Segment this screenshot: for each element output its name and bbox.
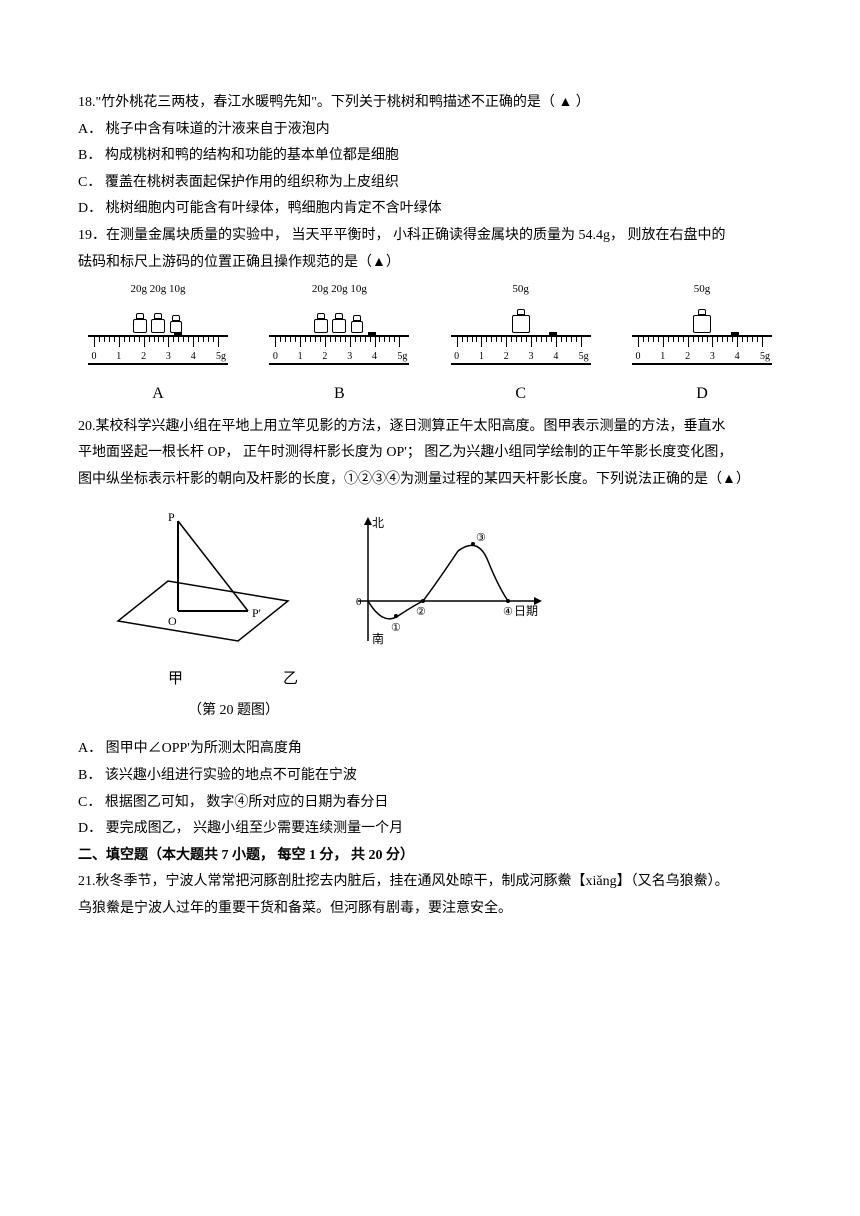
q20-line3: 图中纵坐标表示杆影的朝向及杆影的长度，①②③④为测量过程的某四天杆影长度。下列说… <box>78 467 782 494</box>
q19-line2: 砝码和标尺上游码的位置正确且操作规范的是（▲） <box>78 250 782 277</box>
balance-A: 20g 20g 10g 012345g A <box>88 284 228 409</box>
weights-row <box>514 297 528 333</box>
weights-row <box>314 297 364 333</box>
weight-icon <box>695 309 709 333</box>
q19-figures: 20g 20g 10g 012345g A 20g 20g 10g 012345g B 50… <box>78 284 782 409</box>
section2-title: 二、填空题（本大题共 7 小题， 每空 1 分， 共 20 分） <box>78 843 782 870</box>
svg-text:北: 北 <box>372 516 384 530</box>
q18-blank: ▲ <box>558 95 572 110</box>
weight-icon <box>514 309 528 333</box>
weight-labels: 20g 20g 10g <box>131 284 186 295</box>
rider-icon <box>174 332 182 337</box>
q20-figures: P O P' 北 南 日期 0 ① ② ③ ④ <box>108 511 782 661</box>
rider-icon <box>731 332 739 337</box>
q20-optA: A． 图甲中∠OPP'为所测太阳高度角 <box>78 736 782 763</box>
svg-text:P': P' <box>252 606 261 620</box>
rider-icon <box>368 332 376 337</box>
ruler: 012345g <box>269 335 409 365</box>
weight-icon <box>314 313 328 333</box>
q21-line1: 21.秋冬季节，宁波人常常把河豚剖肚挖去内脏后，挂在通风处晾干，制成河豚鮝【xi… <box>78 869 782 896</box>
q18-optA: A． 桃子中含有味道的汁液来自于液泡内 <box>78 117 782 144</box>
q18-stem-post: ） <box>576 95 590 110</box>
weight-labels: 50g <box>694 284 711 295</box>
q19-line1: 19．在测量金属块质量的实验中， 当天平平衡时， 小科正确读得金属块的质量为 5… <box>78 223 782 250</box>
balance-D: 50g 012345g D <box>632 284 772 409</box>
q20-line1: 20.某校科学兴趣小组在平地上用立竿见影的方法，逐日测算正午太阳高度。图甲表示测… <box>78 414 782 441</box>
svg-text:0: 0 <box>356 596 362 608</box>
q20-label-yi: 乙 <box>283 665 298 694</box>
weight-icon <box>350 315 364 333</box>
exam-page: 18."竹外桃花三两枝，春江水暖鸭先知"。下列关于桃树和鸭描述不正确的是（ ▲ … <box>0 0 860 963</box>
weight-icon <box>151 313 165 333</box>
svg-text:南: 南 <box>372 631 384 646</box>
ruler: 012345g <box>88 335 228 365</box>
q18-stem-pre: 18."竹外桃花三两枝，春江水暖鸭先知"。下列关于桃树和鸭描述不正确的是（ <box>78 95 555 110</box>
svg-text:④: ④ <box>503 606 513 618</box>
weight-icon <box>332 313 346 333</box>
svg-text:③: ③ <box>476 532 486 544</box>
q20-fig-jia: P O P' <box>108 511 298 661</box>
svg-text:P: P <box>168 511 175 524</box>
ruler: 012345g <box>632 335 772 365</box>
weights-row <box>695 297 709 333</box>
balance-letter: A <box>152 379 164 409</box>
q20-optD: D． 要完成图乙， 兴趣小组至少需要连续测量一个月 <box>78 816 782 843</box>
q20-line2: 平地面竖起一根长杆 OP， 正午时测得杆影长度为 OP'； 图乙为兴趣小组同学绘… <box>78 440 782 467</box>
balance-C: 50g 012345g C <box>451 284 591 409</box>
weight-labels: 50g <box>512 284 529 295</box>
balance-letter: D <box>696 379 708 409</box>
svg-text:日期: 日期 <box>514 604 538 618</box>
balance-B: 20g 20g 10g 012345g B <box>269 284 409 409</box>
balance-letter: B <box>334 379 345 409</box>
q20-caption: （第 20 题图） <box>188 698 782 725</box>
weight-icon <box>169 315 183 333</box>
weights-row <box>133 297 183 333</box>
q18-optB: B． 构成桃树和鸭的结构和功能的基本单位都是细胞 <box>78 143 782 170</box>
q20-optB: B． 该兴趣小组进行实验的地点不可能在宁波 <box>78 763 782 790</box>
svg-text:①: ① <box>391 622 401 634</box>
weight-labels: 20g 20g 10g <box>312 284 367 295</box>
q18-optC: C． 覆盖在桃树表面起保护作用的组织称为上皮组织 <box>78 170 782 197</box>
q21-line2: 乌狼鮝是宁波人过年的重要干货和备菜。但河豚有剧毒，要注意安全。 <box>78 896 782 923</box>
balance-letter: C <box>515 379 526 409</box>
svg-text:②: ② <box>416 606 426 618</box>
q20-fig-labels: 甲 乙 <box>168 665 782 694</box>
q20-fig-yi: 北 南 日期 0 ① ② ③ ④ <box>348 511 548 661</box>
q18-optD: D． 桃树细胞内可能含有叶绿体，鸭细胞内肯定不含叶绿体 <box>78 196 782 223</box>
weight-icon <box>133 313 147 333</box>
svg-text:O: O <box>168 614 177 628</box>
ruler: 012345g <box>451 335 591 365</box>
q20-label-jia: 甲 <box>168 665 183 694</box>
q18-stem: 18."竹外桃花三两枝，春江水暖鸭先知"。下列关于桃树和鸭描述不正确的是（ ▲ … <box>78 90 782 117</box>
q20-optC: C． 根据图乙可知， 数字④所对应的日期为春分日 <box>78 790 782 817</box>
rider-icon <box>549 332 557 337</box>
